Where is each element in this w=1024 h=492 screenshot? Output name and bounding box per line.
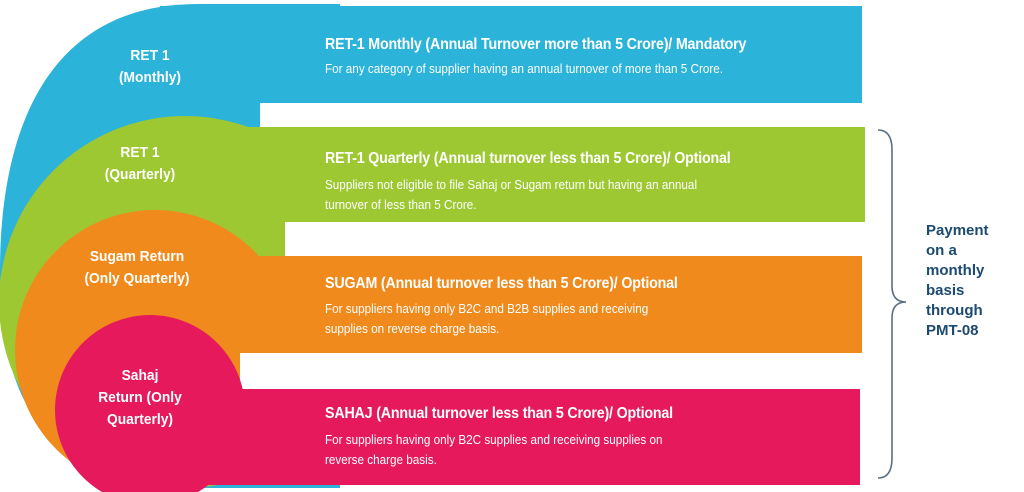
gap-white-1 bbox=[260, 103, 870, 127]
circle-sahaj bbox=[55, 315, 245, 492]
title-ret1-quarterly: RET-1 Quarterly (Annual turnover less th… bbox=[325, 150, 731, 167]
banner-sugam bbox=[200, 256, 862, 353]
title-ret1-monthly: RET-1 Monthly (Annual Turnover more than… bbox=[325, 36, 747, 53]
payment-note: Payment on a monthly basis through PMT-0… bbox=[926, 222, 989, 339]
gap-white-3 bbox=[240, 353, 870, 389]
label-sahaj: Sahaj Return (Only Quarterly) bbox=[98, 367, 182, 428]
label-sugam: Sugam Return (Only Quarterly) bbox=[84, 248, 190, 287]
desc-ret1-monthly: For any category of supplier having an a… bbox=[325, 61, 724, 76]
brace-icon bbox=[877, 129, 907, 479]
desc-sahaj: For suppliers having only B2C supplies a… bbox=[325, 432, 663, 467]
desc-ret1-quarterly: Suppliers not eligible to file Sahaj or … bbox=[325, 177, 698, 212]
gap-white-2 bbox=[285, 222, 875, 256]
title-sugam: SUGAM (Annual turnover less than 5 Crore… bbox=[325, 275, 678, 292]
label-ret1-monthly: RET 1 (Monthly) bbox=[118, 47, 182, 86]
label-ret1-quarterly: RET 1 (Quarterly) bbox=[104, 144, 176, 183]
banner-sahaj bbox=[170, 389, 860, 485]
desc-sugam: For suppliers having only B2C and B2B su… bbox=[325, 301, 649, 336]
title-sahaj: SAHAJ (Annual turnover less than 5 Crore… bbox=[325, 405, 673, 422]
